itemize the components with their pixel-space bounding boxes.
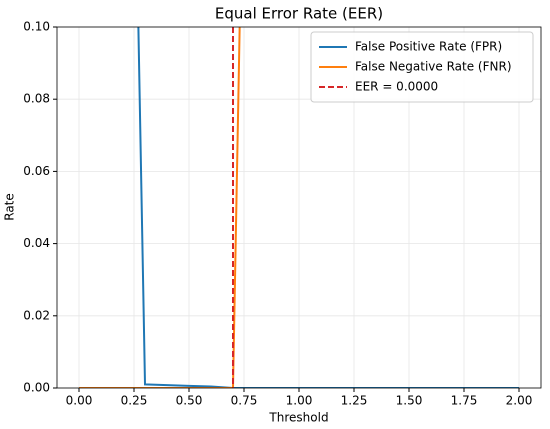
y-tick-label: 0.04 [23, 236, 50, 250]
plot-area [79, 27, 519, 388]
chart-title: Equal Error Rate (EER) [215, 5, 383, 23]
x-axis-label: Threshold [268, 411, 328, 425]
x-tick-label: 1.25 [341, 394, 368, 408]
series-line [137, 27, 519, 388]
x-tick-label: 0.00 [66, 394, 93, 408]
x-tick-label: 0.50 [176, 394, 203, 408]
y-tick-label: 0.00 [23, 381, 50, 395]
y-axis-label: Rate [3, 193, 17, 221]
x-tick-label: 1.00 [286, 394, 313, 408]
x-tick-label: 2.00 [506, 394, 533, 408]
legend: False Positive Rate (FPR) False Negative … [310, 31, 534, 103]
x-tick-label: 0.25 [121, 394, 148, 408]
y-tick-label: 0.06 [23, 164, 50, 178]
x-tick-label: 0.75 [231, 394, 258, 408]
legend-label: EER = 0.0000 [355, 80, 438, 94]
y-tick-label: 0.08 [23, 92, 50, 106]
x-tick-label: 1.75 [451, 394, 478, 408]
legend-label: False Positive Rate (FPR) [355, 40, 502, 54]
x-tick-label: 1.50 [396, 394, 423, 408]
legend-label: False Negative Rate (FNR) [355, 60, 512, 74]
legend-box [310, 31, 534, 103]
y-tick-label: 0.02 [23, 308, 50, 322]
y-tick-label: 0.10 [23, 20, 50, 34]
